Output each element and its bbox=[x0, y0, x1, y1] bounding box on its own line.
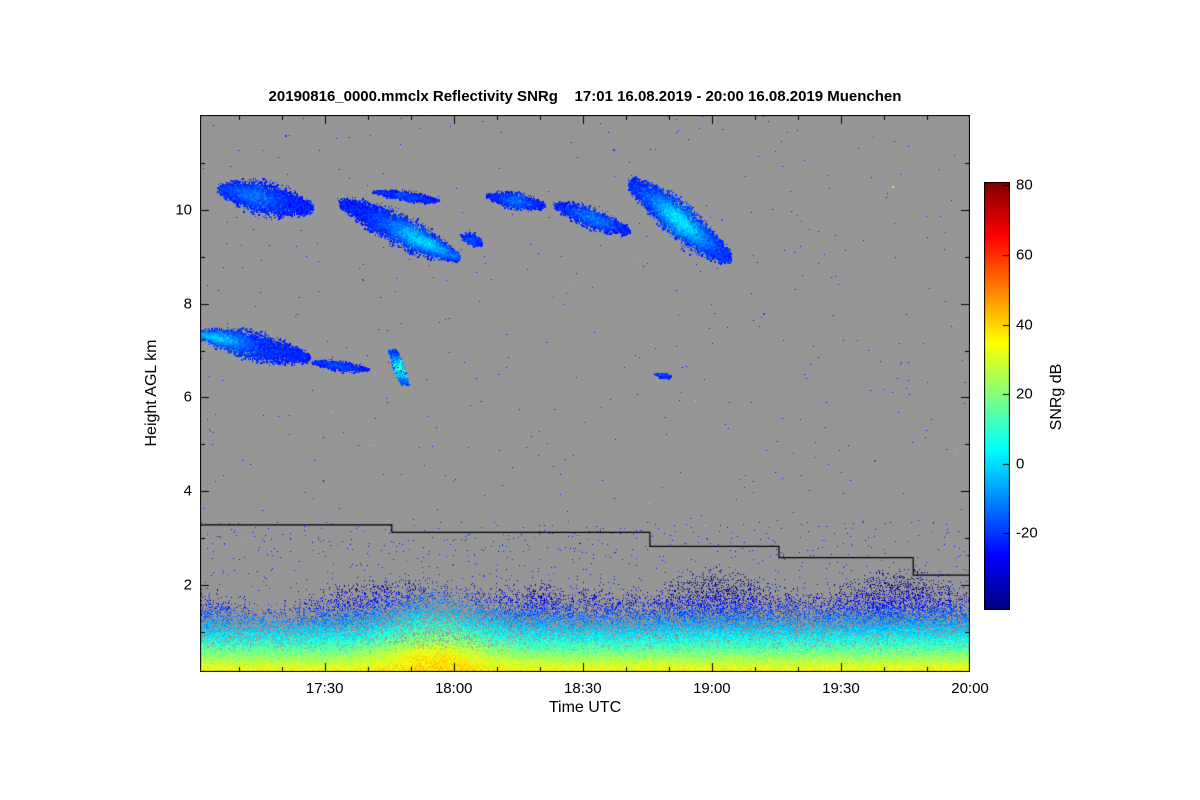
colorbar-canvas bbox=[984, 182, 1010, 610]
x-tick-label: 20:00 bbox=[951, 680, 989, 697]
y-tick-label: 10 bbox=[175, 201, 192, 219]
x-tick-label: 19:00 bbox=[693, 680, 731, 697]
cbar-tick-label: -20 bbox=[1016, 524, 1038, 542]
x-tick-label: 18:30 bbox=[564, 680, 602, 697]
cbar-tick-label: 80 bbox=[1016, 176, 1033, 194]
x-axis-label: Time UTC bbox=[548, 699, 622, 716]
x-axis-tick-labels: 17:30 18:00 18:30 19:00 19:30 20:00 bbox=[200, 680, 989, 700]
y-axis-tick-labels: 2 4 6 8 10 bbox=[156, 115, 192, 672]
cbar-tick-label: 40 bbox=[1016, 316, 1033, 334]
x-tick-label: 17:30 bbox=[305, 680, 344, 697]
cbar-tick-label: 20 bbox=[1016, 385, 1033, 403]
x-tick-label: 19:30 bbox=[822, 680, 860, 697]
colorbar bbox=[984, 182, 1010, 610]
cbar-tick-label: 60 bbox=[1016, 246, 1033, 264]
colorbar-tick-labels: 80 60 40 20 0 -20 bbox=[1016, 177, 1058, 610]
y-tick-label: 6 bbox=[183, 388, 192, 406]
y-tick-label: 2 bbox=[183, 576, 192, 594]
x-tick-label: 18:00 bbox=[434, 680, 473, 697]
plot-canvas bbox=[200, 115, 970, 672]
y-tick-label: 8 bbox=[183, 295, 192, 313]
y-tick-label: 4 bbox=[183, 482, 192, 500]
cbar-tick-label: 0 bbox=[1016, 455, 1025, 473]
plot-area bbox=[200, 115, 970, 672]
colorbar-label: SNRg dB bbox=[1048, 363, 1065, 431]
plot-title: 20190816_0000.mmclx Reflectivity SNRg 17… bbox=[268, 88, 902, 105]
